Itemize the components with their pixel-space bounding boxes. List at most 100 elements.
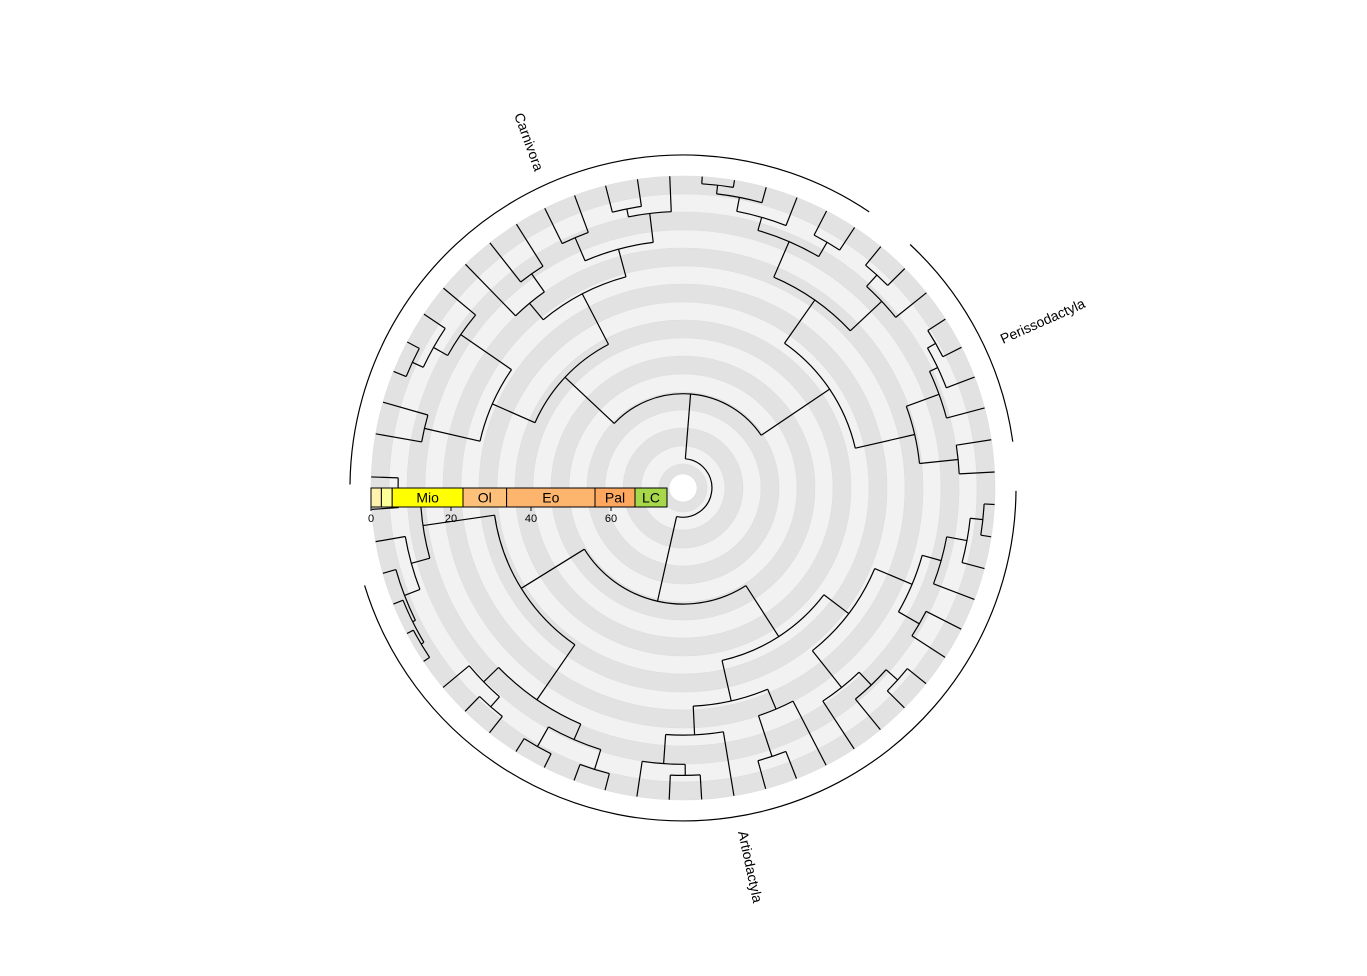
internal-branch bbox=[874, 568, 913, 585]
internal-branch bbox=[970, 517, 983, 521]
internal-branch bbox=[492, 403, 536, 424]
tip-branch bbox=[956, 439, 992, 446]
tick-label: 60 bbox=[605, 513, 617, 525]
tip-branch bbox=[933, 583, 975, 601]
tip-branch bbox=[699, 774, 703, 800]
internal-branch bbox=[736, 197, 741, 212]
node-arc bbox=[542, 276, 627, 321]
node-arc bbox=[701, 183, 734, 188]
tip-branch bbox=[980, 534, 992, 538]
internal-branch bbox=[745, 585, 780, 637]
node-arc bbox=[757, 229, 820, 258]
tip-branch bbox=[792, 700, 827, 766]
internal-branch bbox=[529, 302, 544, 321]
tip-branch bbox=[489, 716, 503, 734]
tip-branch bbox=[865, 246, 882, 266]
internal-branch bbox=[927, 342, 936, 349]
node-arc bbox=[548, 726, 601, 751]
tip-branch bbox=[959, 471, 995, 475]
tip-branch bbox=[605, 185, 613, 213]
internal-branch bbox=[757, 217, 763, 231]
tip-branch bbox=[722, 731, 735, 796]
tip-branch bbox=[668, 775, 671, 800]
internal-branch bbox=[692, 706, 696, 735]
internal-branch bbox=[411, 557, 430, 564]
root-hole bbox=[668, 473, 698, 503]
node-arc bbox=[980, 503, 985, 536]
tip-branch bbox=[669, 176, 672, 212]
tip-branch bbox=[927, 318, 946, 331]
tip-branch bbox=[371, 476, 399, 479]
tick-label: 0 bbox=[368, 513, 374, 525]
internal-branch bbox=[593, 749, 602, 770]
node-arc bbox=[642, 760, 686, 765]
era-block bbox=[380, 487, 393, 508]
tip-branch bbox=[839, 227, 856, 251]
tip-branch bbox=[574, 195, 589, 233]
tip-branch bbox=[911, 635, 946, 658]
tip-branch bbox=[946, 407, 985, 419]
internal-branch bbox=[536, 644, 576, 701]
node-arc bbox=[773, 276, 851, 332]
tip-branch bbox=[393, 599, 404, 605]
internal-branch bbox=[855, 433, 915, 449]
node-arc bbox=[579, 763, 610, 775]
internal-branch bbox=[424, 427, 481, 442]
internal-branch bbox=[490, 696, 500, 708]
era-label: Ol bbox=[478, 490, 492, 506]
internal-branch bbox=[564, 376, 615, 424]
internal-branch bbox=[626, 208, 630, 218]
node-arc bbox=[905, 406, 921, 464]
tick-label: 20 bbox=[445, 513, 457, 525]
internal-branch bbox=[858, 671, 872, 686]
tip-branch bbox=[822, 700, 855, 750]
tip-branch bbox=[515, 738, 525, 752]
tip-branch bbox=[423, 656, 430, 662]
tip-branch bbox=[465, 263, 516, 317]
internal-branch bbox=[520, 548, 585, 589]
internal-branch bbox=[849, 300, 883, 332]
tip-branch bbox=[925, 610, 962, 630]
internal-branch bbox=[574, 237, 586, 262]
internal-branch bbox=[898, 611, 920, 625]
internal-branch bbox=[767, 688, 777, 710]
node-arc bbox=[412, 629, 431, 658]
internal-branch bbox=[663, 734, 667, 764]
tip-branch bbox=[984, 503, 995, 506]
clade-arcs bbox=[349, 154, 1017, 822]
node-arc bbox=[494, 515, 576, 646]
tip-branch bbox=[515, 223, 544, 267]
tip-branch bbox=[382, 401, 429, 416]
tip-branch bbox=[442, 665, 470, 688]
tip-branch bbox=[886, 690, 905, 709]
node-arc bbox=[716, 193, 763, 204]
node-arc bbox=[534, 343, 609, 423]
node-arc bbox=[422, 328, 446, 368]
era-block bbox=[634, 487, 668, 508]
tip-branch bbox=[489, 242, 522, 283]
internal-branch bbox=[919, 458, 959, 465]
tip-branch bbox=[636, 761, 643, 797]
internal-branch bbox=[773, 241, 790, 278]
tip-branch bbox=[423, 313, 446, 329]
era-label: LC bbox=[642, 490, 660, 506]
internal-branch bbox=[866, 274, 878, 287]
node-arc bbox=[855, 669, 887, 700]
tip-branch bbox=[942, 346, 962, 358]
internal-branch bbox=[818, 241, 828, 257]
tip-branch bbox=[732, 180, 736, 188]
tip-branch bbox=[406, 341, 420, 349]
tick-label: 40 bbox=[525, 513, 537, 525]
tip-branch bbox=[785, 197, 798, 226]
internal-branch bbox=[721, 660, 732, 702]
internal-branch bbox=[433, 346, 449, 357]
tip-branch bbox=[406, 629, 414, 635]
node-arc bbox=[812, 568, 876, 652]
node-arc bbox=[784, 342, 856, 449]
internal-branch bbox=[784, 299, 816, 344]
internal-branch bbox=[573, 723, 582, 740]
tip-branch bbox=[895, 292, 927, 318]
era-label: Pal bbox=[605, 490, 625, 506]
tip-branch bbox=[544, 208, 563, 244]
